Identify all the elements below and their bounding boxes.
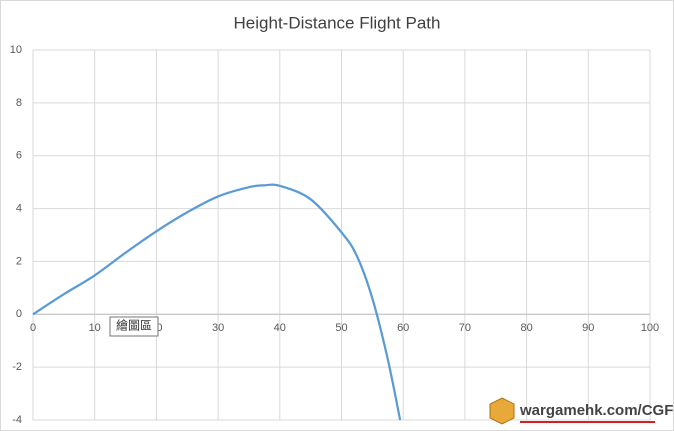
tooltip-text: 繪圖區 (116, 318, 152, 333)
watermark-icon (489, 397, 515, 425)
watermark-text: wargamehk.com/CGF (519, 402, 673, 419)
x-tick-label: 60 (397, 322, 409, 334)
y-tick-label: 4 (16, 202, 22, 214)
watermark: wargamehk.com/CGF (489, 397, 673, 425)
x-tick-label: 70 (459, 322, 471, 334)
y-tick-label: 2 (16, 255, 22, 267)
y-tick-label: -4 (12, 414, 22, 426)
series-line (32, 183, 402, 421)
x-tick-label: 90 (582, 322, 594, 334)
y-tick-label: 6 (16, 150, 22, 162)
x-tick-label: 100 (641, 322, 659, 334)
x-tick-label: 0 (30, 322, 36, 334)
plot-area: -4-202468100102030405060708090100 (10, 44, 659, 426)
tooltip-box (109, 316, 159, 337)
x-tick-label: 80 (520, 322, 532, 334)
x-tick-label: 50 (335, 322, 347, 334)
y-tick-label: 0 (16, 308, 22, 320)
chart-title: Height-Distance Flight Path (234, 13, 441, 32)
x-tick-label: 10 (89, 322, 101, 334)
x-tick-label: 40 (274, 322, 286, 334)
x-tick-label: 30 (212, 322, 224, 334)
y-tick-label: -2 (12, 361, 22, 373)
y-tick-label: 8 (16, 97, 22, 109)
tooltip: 繪圖區 (109, 316, 159, 337)
y-tick-label: 10 (10, 44, 22, 56)
